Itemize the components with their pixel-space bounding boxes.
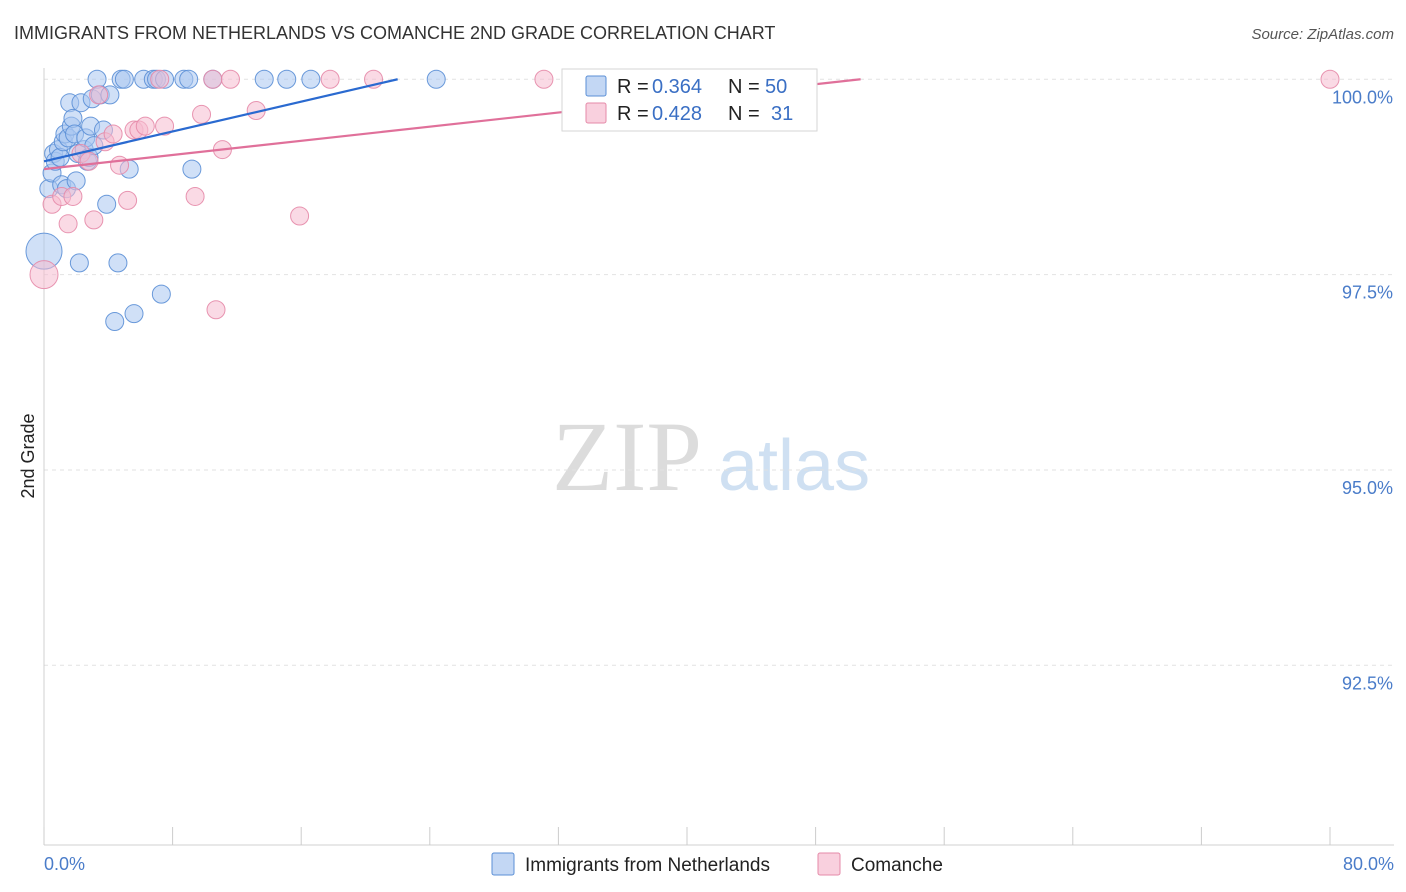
bottom-legend: Immigrants from Netherlands Comanche <box>491 852 943 876</box>
data-point <box>426 69 446 89</box>
legend-n-value-blue: 50 <box>765 76 787 98</box>
data-point <box>79 151 99 171</box>
data-point <box>220 69 240 89</box>
data-point <box>118 190 138 210</box>
data-point <box>135 116 155 136</box>
data-point <box>179 69 199 89</box>
data-point <box>103 124 123 144</box>
data-point <box>110 155 130 175</box>
y-axis-ticks: 100.0% 97.5% 95.0% 92.5% <box>1332 87 1393 693</box>
data-point <box>97 194 117 214</box>
data-point <box>151 284 171 304</box>
chart-source: Source: ZipAtlas.com <box>1251 26 1394 43</box>
bottom-legend-label-blue: Immigrants from Netherlands <box>525 855 770 876</box>
data-point <box>203 69 223 89</box>
legend: R = 0.364 N = 50 R = 0.428 N = 31 <box>561 68 818 132</box>
data-point <box>124 304 144 324</box>
data-point <box>108 253 128 273</box>
legend-r-value-blue: 0.364 <box>652 76 702 98</box>
grid <box>44 78 1394 666</box>
data-point <box>301 69 321 89</box>
data-point <box>1320 69 1340 89</box>
data-point <box>84 210 104 230</box>
data-point <box>192 104 212 124</box>
data-point <box>29 260 59 290</box>
data-point <box>155 116 175 136</box>
y-tick-label: 100.0% <box>1332 87 1393 107</box>
x-tick-label: 0.0% <box>44 854 85 874</box>
data-point <box>58 214 78 234</box>
bottom-legend-swatch-pink <box>817 852 841 876</box>
data-point <box>69 253 89 273</box>
data-point <box>277 69 297 89</box>
legend-r-label-blue: R = <box>617 76 649 98</box>
x-tick-label: 80.0% <box>1343 854 1394 874</box>
data-point <box>66 171 86 191</box>
legend-swatch-blue <box>585 75 607 97</box>
data-point <box>150 69 170 89</box>
legend-n-value-pink: 31 <box>771 103 793 125</box>
data-point <box>105 311 125 331</box>
legend-swatch-pink <box>585 102 607 124</box>
y-tick-label: 92.5% <box>1342 673 1393 693</box>
trend-line <box>43 78 398 163</box>
watermark-atlas: atlas <box>718 426 870 506</box>
bottom-legend-label-pink: Comanche <box>851 855 943 876</box>
data-point <box>290 206 310 226</box>
x-axis-ticks: 0.0% 80.0% <box>43 827 1394 874</box>
data-point <box>185 186 205 206</box>
legend-n-label-blue: N = <box>728 76 760 98</box>
watermark: ZIP atlas <box>552 401 870 512</box>
chart-title: IMMIGRANTS FROM NETHERLANDS VS COMANCHE … <box>14 23 775 43</box>
legend-r-value-pink: 0.428 <box>652 103 702 125</box>
data-point <box>206 300 226 320</box>
series-immigrants-from-netherlands <box>25 69 446 331</box>
watermark-zip: ZIP <box>552 401 702 512</box>
data-point <box>534 69 554 89</box>
data-point <box>114 69 134 89</box>
legend-n-label-pink: N = <box>728 103 760 125</box>
data-point <box>320 69 340 89</box>
legend-r-label-pink: R = <box>617 103 649 125</box>
data-point <box>254 69 274 89</box>
series-comanche <box>29 69 1340 320</box>
data-point <box>63 186 83 206</box>
bottom-legend-swatch-blue <box>491 852 515 876</box>
y-tick-label: 95.0% <box>1342 478 1393 498</box>
y-axis-label: 2nd Grade <box>18 413 38 498</box>
data-point <box>182 159 202 179</box>
data-point <box>89 85 109 105</box>
y-tick-label: 97.5% <box>1342 283 1393 303</box>
